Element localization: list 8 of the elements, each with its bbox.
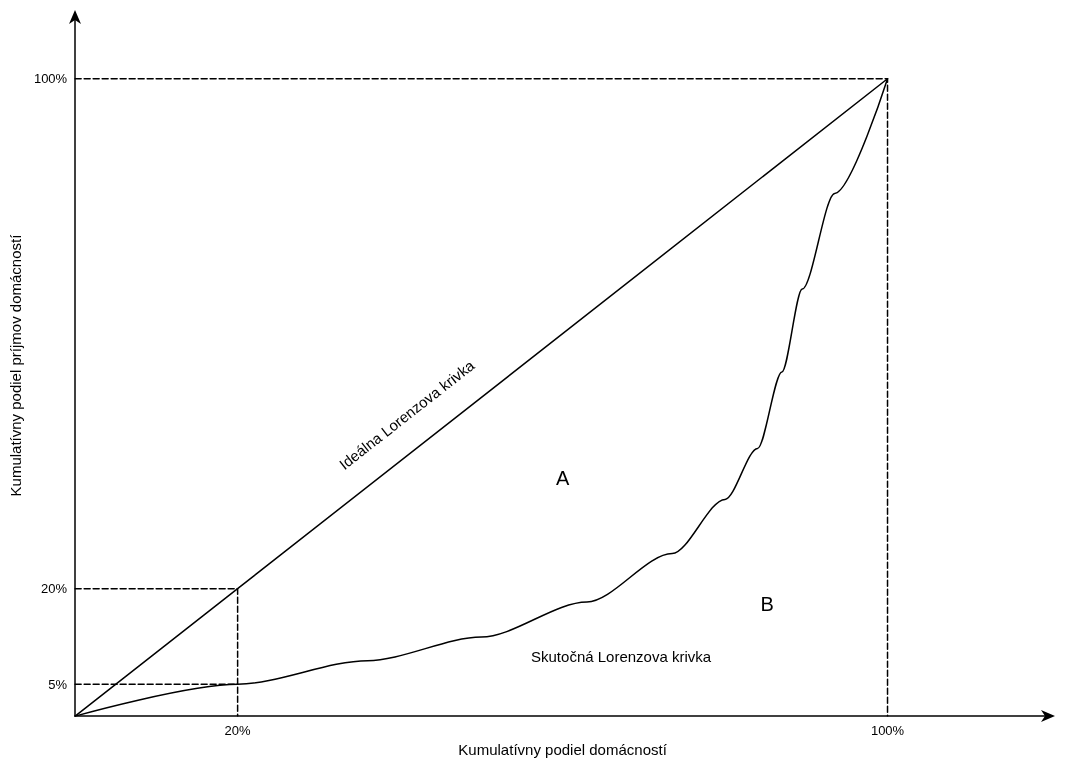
annotation: Skutočná Lorenzova krivka bbox=[531, 648, 712, 666]
y-tick-label: 5% bbox=[48, 676, 68, 692]
y-tick-label: 100% bbox=[33, 71, 68, 87]
x-axis-title: Kumulatívny podiel domácností bbox=[458, 741, 668, 758]
annotation: B bbox=[760, 592, 774, 615]
y-axis-title: Kumulatívny podiel príjmov domácností bbox=[7, 233, 24, 497]
y-tick-label: 20% bbox=[41, 581, 68, 597]
annotation: A bbox=[555, 466, 570, 489]
